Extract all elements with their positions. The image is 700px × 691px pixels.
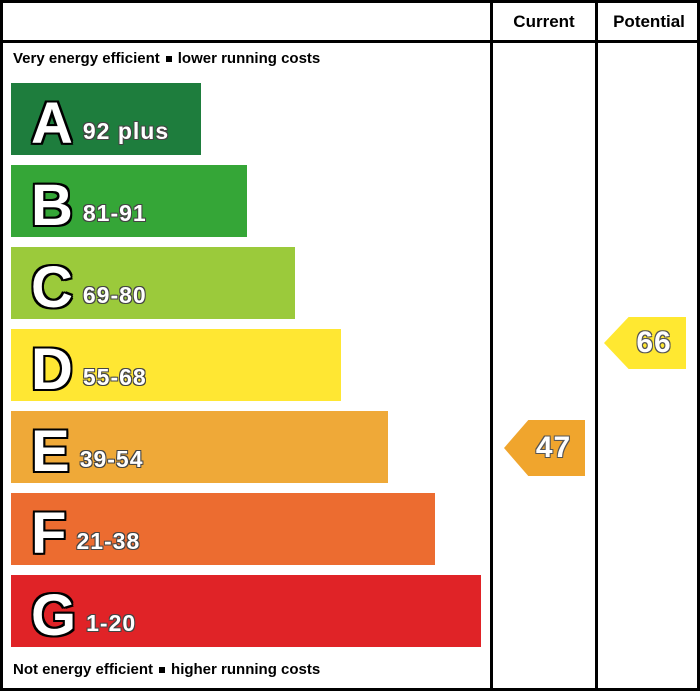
band-range-f: 21-38	[76, 528, 141, 554]
band-row-a: A 92 plus	[11, 83, 201, 155]
band-letter-b: B	[31, 173, 73, 239]
band-range-b: 81-91	[82, 200, 147, 226]
band-row-e: E 39-54	[11, 411, 388, 483]
band-row-f: F 21-38	[11, 493, 435, 565]
band-letter-a: A	[31, 91, 73, 157]
band-letter-c: C	[31, 255, 73, 321]
current-column-header-label: Current	[513, 11, 575, 31]
potential-rating-value: 66	[636, 326, 672, 359]
current-column-header: Current	[493, 3, 595, 40]
band-row-g: G 1-20	[11, 575, 481, 647]
band-range-g: 1-20	[86, 610, 137, 636]
band-letter-f: F	[31, 501, 67, 567]
current-rating-arrow: 47	[504, 420, 585, 476]
bullet-separator-icon	[159, 666, 166, 673]
current-column-divider	[490, 3, 493, 688]
potential-rating-arrow: 66	[604, 317, 686, 369]
band-range-d: 55-68	[82, 364, 147, 390]
caption-not-efficient: Not energy efficient higher running cost…	[13, 661, 320, 678]
band-range-c: 69-80	[82, 282, 147, 308]
band-range-e: 39-54	[79, 446, 144, 472]
potential-column-header: Potential	[598, 3, 697, 40]
potential-column-header-label: Potential	[613, 11, 685, 31]
band-letter-d: D	[31, 337, 73, 403]
caption-bottom-left-text: Not energy efficient	[13, 661, 154, 678]
caption-top-right-text: lower running costs	[177, 50, 321, 67]
band-row-d: D 55-68	[11, 329, 341, 401]
bullet-separator-icon	[165, 55, 172, 62]
band-range-a: 92 plus	[82, 118, 170, 144]
band-row-b: B 81-91	[11, 165, 247, 237]
band-row-c: C 69-80	[11, 247, 295, 319]
header-separator-line	[3, 40, 697, 43]
caption-bottom-right-text: higher running costs	[171, 661, 321, 678]
current-rating-value: 47	[535, 431, 572, 464]
potential-column-divider	[595, 3, 598, 688]
caption-very-efficient: Very energy efficient lower running cost…	[13, 50, 320, 67]
caption-top-left-text: Very energy efficient	[13, 50, 160, 67]
band-letter-g: G	[31, 583, 77, 649]
band-letter-e: E	[31, 419, 70, 485]
